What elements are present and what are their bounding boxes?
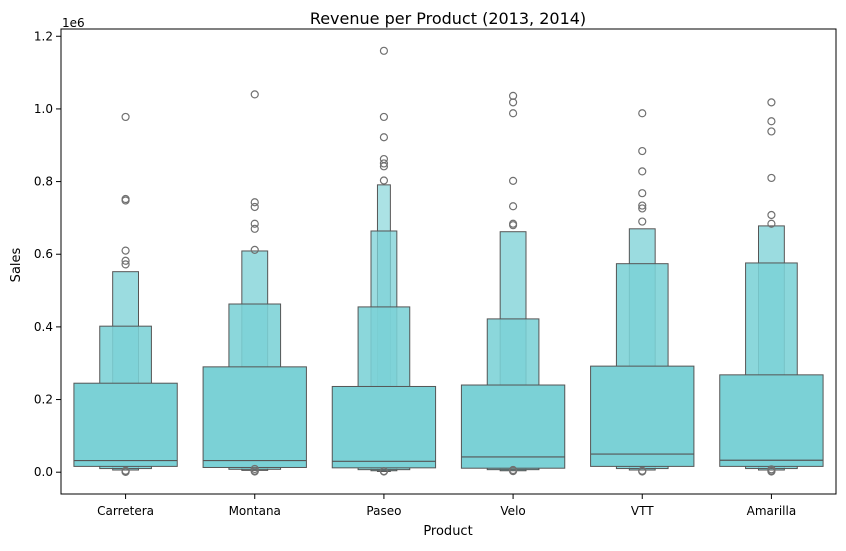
- outlier-point: [638, 201, 647, 210]
- outlier-point: [508, 98, 518, 107]
- x-tick-label: Amarilla: [747, 504, 797, 518]
- y-tick-label: 0.4: [34, 320, 53, 334]
- y-axis-label: Sales: [9, 247, 24, 282]
- outlier-point: [508, 221, 518, 230]
- x-tick-label: Velo: [500, 504, 525, 518]
- outlier-point: [379, 159, 389, 168]
- outlier-point: [250, 90, 259, 99]
- y-tick-label: 1.2: [34, 29, 53, 43]
- outlier-point: [767, 117, 776, 126]
- x-tick-label: Paseo: [366, 504, 401, 518]
- y-offset-label: 1e6: [62, 16, 85, 30]
- y-tick-label: 0.0: [34, 465, 53, 479]
- outlier-point: [121, 246, 130, 255]
- outlier-point: [379, 133, 389, 142]
- boxen-group: [73, 112, 178, 476]
- plot-area: [73, 46, 824, 476]
- x-tick-label: Carretera: [97, 504, 154, 518]
- outlier-point: [250, 198, 259, 207]
- boxen-box: [719, 374, 824, 467]
- boxen-box: [202, 366, 307, 468]
- boxen-box: [331, 385, 437, 469]
- outlier-point: [250, 202, 259, 212]
- outlier-point: [121, 260, 130, 269]
- outlier-point: [767, 210, 776, 220]
- outlier-point: [379, 112, 389, 122]
- outlier-point: [508, 176, 518, 185]
- y-tick-label: 0.2: [34, 393, 53, 407]
- outlier-point: [508, 467, 518, 476]
- outlier-point: [638, 146, 647, 156]
- outlier-point: [379, 162, 389, 171]
- boxen-box: [590, 365, 695, 467]
- outlier-point: [250, 224, 259, 233]
- axis-ticks: 0.0 0.2 0.4 0.6 0.8 1.0 1.2 Carretera Montana Pas…: [34, 29, 796, 518]
- outlier-point: [638, 467, 647, 476]
- outlier-point: [767, 173, 776, 183]
- outlier-point: [767, 219, 776, 228]
- boxen-group: [719, 98, 824, 476]
- outlier-point: [250, 467, 259, 476]
- outlier-point: [121, 467, 130, 476]
- outlier-point: [379, 467, 389, 476]
- boxen-group: [460, 91, 566, 476]
- plot-frame: [60, 28, 837, 495]
- x-tick-label: VTT: [631, 504, 654, 518]
- chart-title: Revenue per Product (2013, 2014): [310, 9, 586, 28]
- boxen-group: [590, 109, 695, 476]
- outlier-point: [638, 204, 647, 213]
- y-tick-label: 0.6: [34, 247, 53, 261]
- outlier-point: [767, 127, 776, 136]
- outlier-point: [767, 467, 776, 476]
- x-axis-label: Product: [423, 524, 472, 539]
- x-tick-label: Montana: [229, 504, 281, 518]
- outlier-point: [638, 189, 647, 198]
- outlier-point: [250, 245, 259, 254]
- outlier-point: [250, 219, 259, 228]
- boxen-group: [202, 90, 307, 476]
- outlier-point: [121, 196, 130, 205]
- outlier-point: [121, 256, 130, 265]
- outlier-point: [508, 109, 518, 118]
- outlier-point: [379, 46, 389, 55]
- boxen-box: [73, 382, 178, 467]
- outlier-point: [379, 176, 389, 185]
- outlier-point: [508, 202, 518, 211]
- outlier-point: [121, 112, 130, 122]
- y-tick-label: 1.0: [34, 102, 53, 116]
- boxen-group: [331, 46, 437, 476]
- outlier-point: [638, 167, 647, 176]
- outlier-point: [638, 109, 647, 118]
- outlier-point: [638, 217, 647, 226]
- y-tick-label: 0.8: [34, 175, 53, 189]
- outlier-point: [767, 98, 776, 107]
- boxen-box: [460, 384, 566, 469]
